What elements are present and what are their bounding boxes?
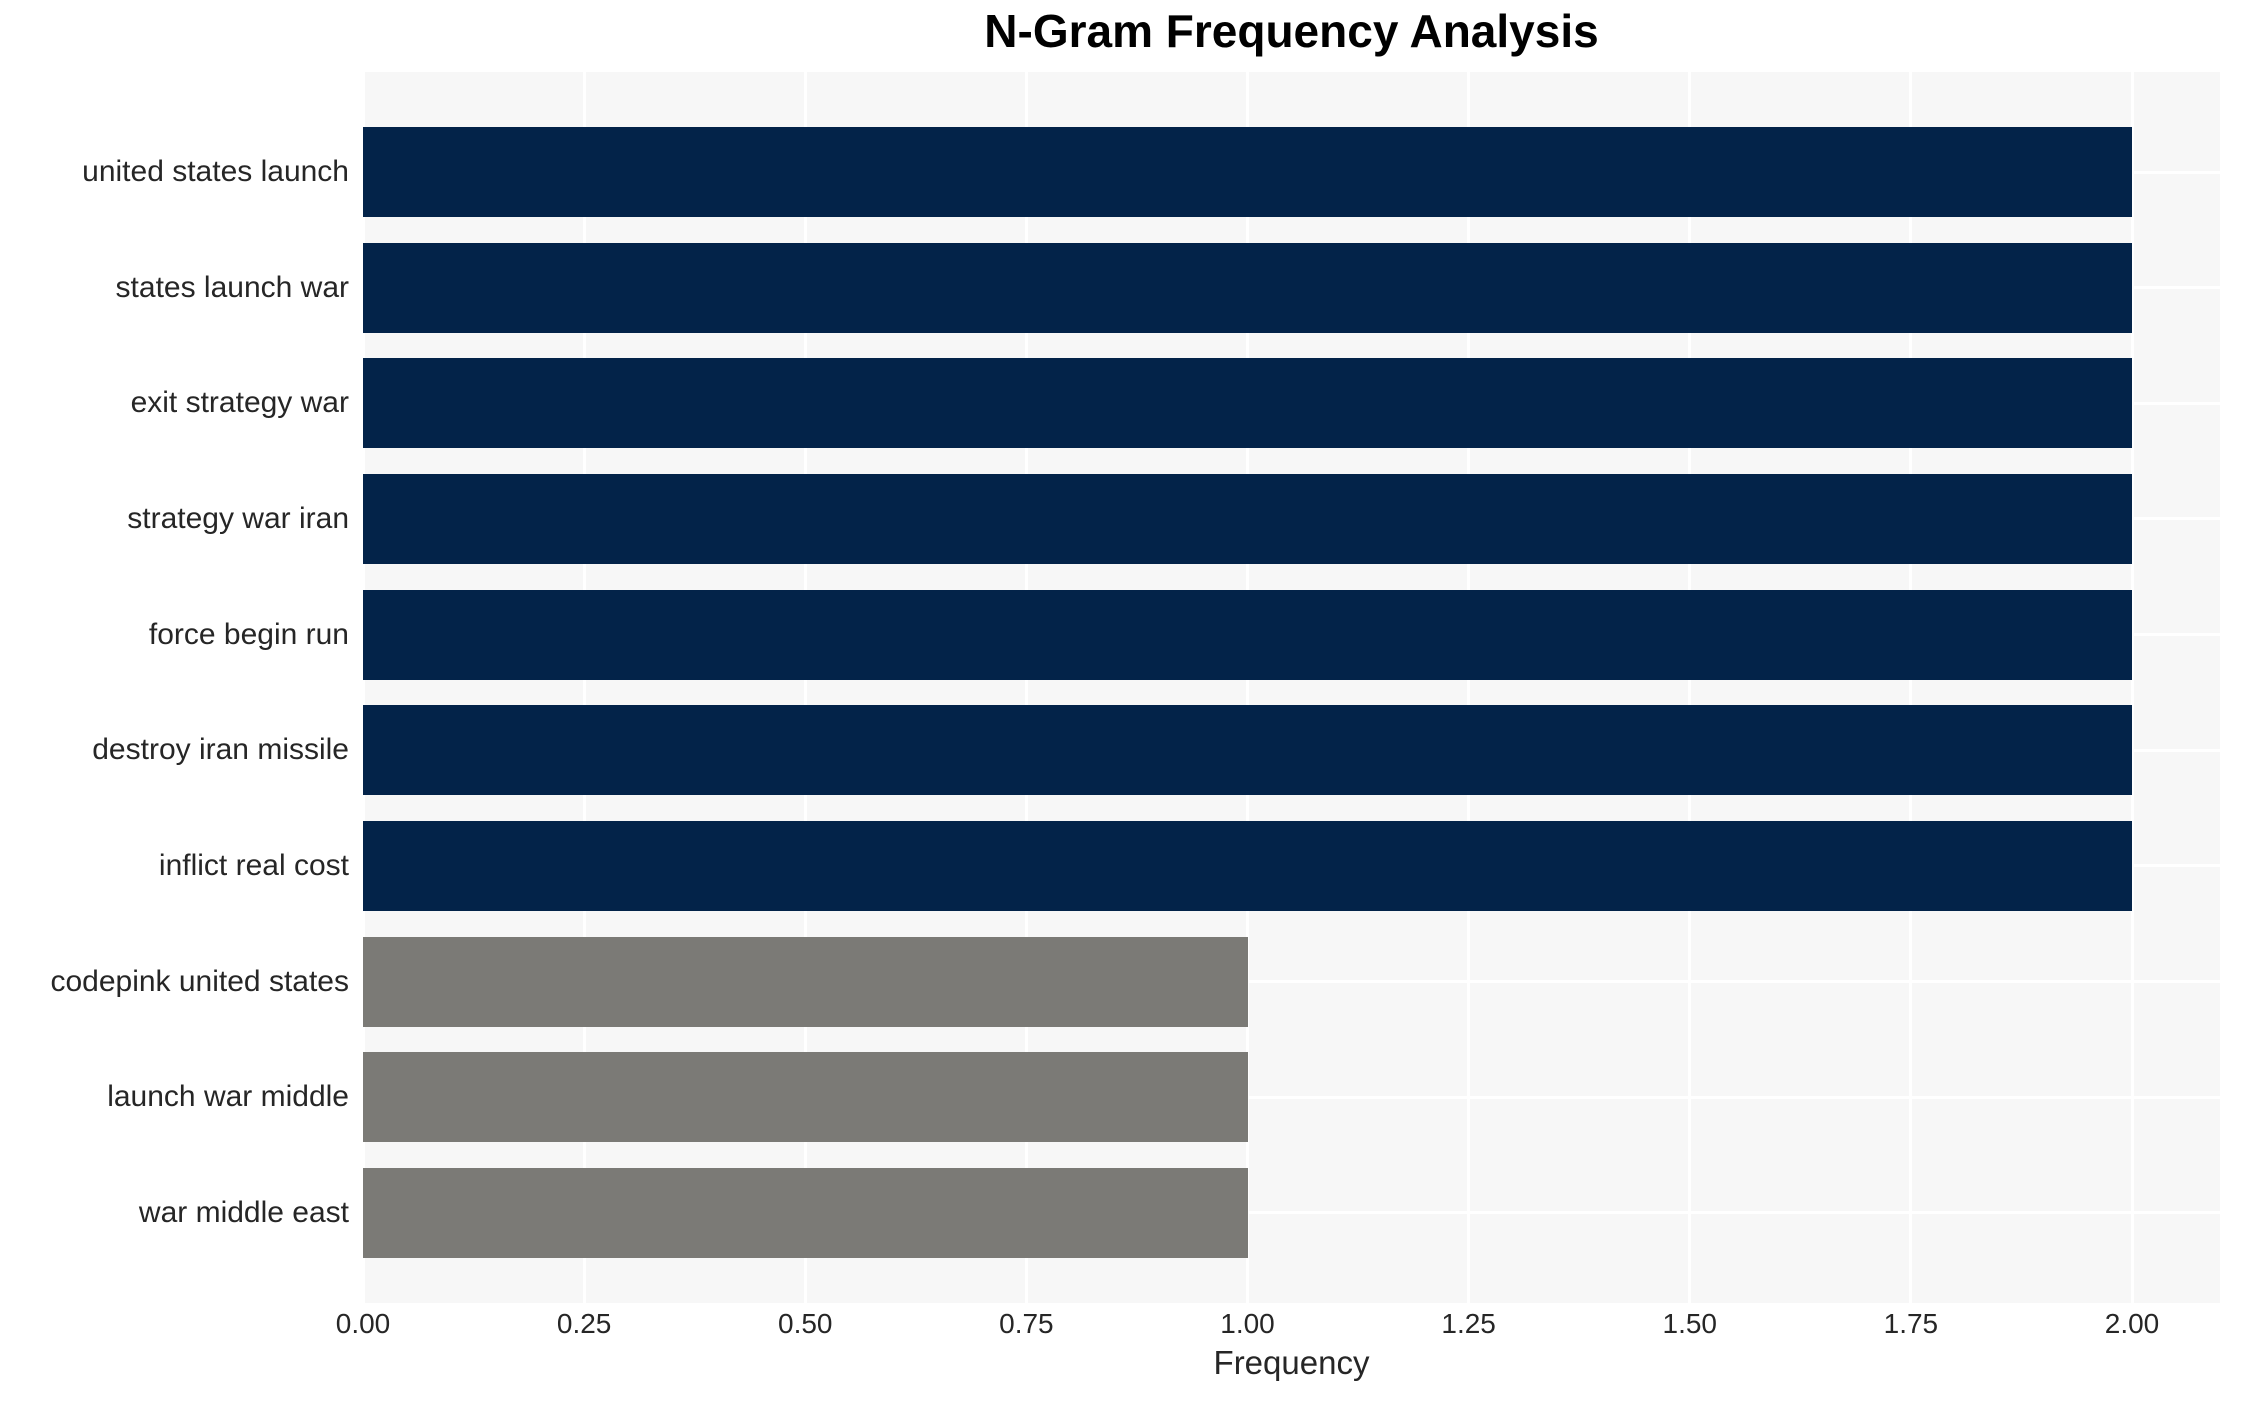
bar <box>363 820 2132 911</box>
gridline-vertical <box>1246 72 1249 1303</box>
gridline-vertical <box>1024 72 1028 1303</box>
x-tick-label: 0.25 <box>556 1308 612 1339</box>
x-tick-label: 1.00 <box>1220 1308 1275 1339</box>
bar <box>363 473 2132 564</box>
x-tick-label: 0.75 <box>999 1308 1054 1339</box>
y-tick-label: destroy iran missile <box>92 733 349 767</box>
gridline-vertical <box>2130 72 2134 1303</box>
bar <box>363 358 2132 449</box>
x-axis-title: Frequency <box>1213 1344 1370 1381</box>
x-tick-label: 0.50 <box>778 1308 833 1339</box>
gridline-vertical <box>1909 72 1913 1303</box>
y-tick-label: codepink united states <box>50 964 349 998</box>
gridline-vertical <box>1688 72 1692 1303</box>
gridline-horizontal <box>363 980 2220 984</box>
gridline-vertical <box>803 72 807 1303</box>
y-tick-label: launch war middle <box>107 1080 349 1114</box>
bar <box>363 127 2132 217</box>
x-tick-label: 1.25 <box>1441 1308 1496 1339</box>
bar <box>363 936 1248 1027</box>
y-tick-label: inflict real cost <box>158 848 349 882</box>
y-tick-label: war middle east <box>138 1195 349 1229</box>
x-tick-label: 1.75 <box>1883 1308 1939 1339</box>
gridline-horizontal <box>363 1211 2220 1215</box>
chart-title: N-Gram Frequency Analysis <box>984 5 1599 57</box>
x-tick-label: 0.00 <box>335 1308 391 1339</box>
y-tick-label: exit strategy war <box>130 386 349 420</box>
y-tick-label: force begin run <box>148 617 349 651</box>
bar <box>363 1052 1248 1143</box>
gridline-vertical <box>361 72 365 1303</box>
bar <box>363 705 2132 796</box>
y-tick-label: states launch war <box>115 270 349 304</box>
gridline-vertical <box>582 72 586 1303</box>
bar <box>363 1167 1248 1258</box>
y-tick-label: united states launch <box>82 155 349 188</box>
x-tick-label: 2.00 <box>2104 1308 2160 1339</box>
plot-area <box>361 72 2220 1303</box>
y-tick-label: strategy war iran <box>127 501 349 535</box>
bar <box>363 242 2132 333</box>
gridline-vertical <box>1467 72 1471 1303</box>
x-tick-label: 1.50 <box>1662 1308 1718 1339</box>
gridline-horizontal <box>363 1095 2220 1099</box>
bar <box>363 589 2132 680</box>
